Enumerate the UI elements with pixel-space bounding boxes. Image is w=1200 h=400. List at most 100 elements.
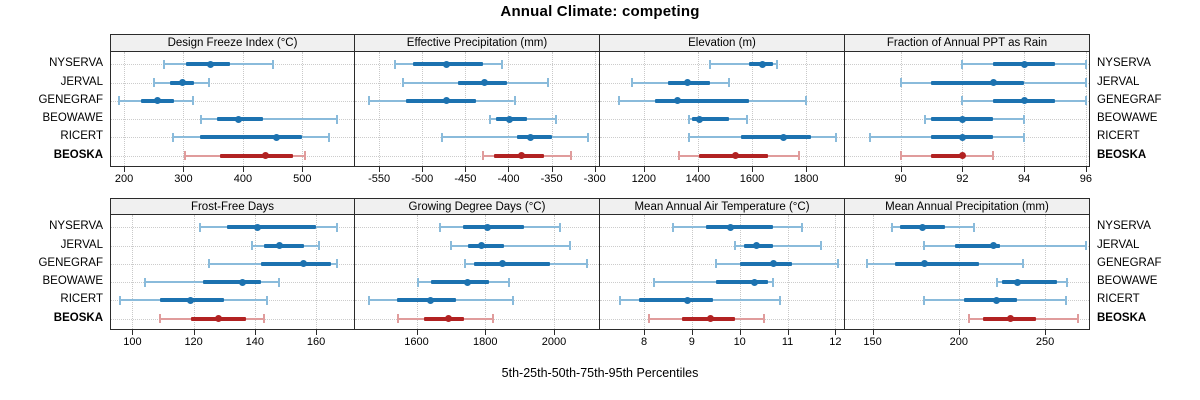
whisker-cap-left — [441, 132, 444, 142]
median-dot — [239, 278, 247, 286]
whisker-cap-left — [688, 132, 691, 142]
series-NYSERVA — [111, 52, 354, 166]
series-BEOSKA — [845, 52, 1089, 166]
median-dot — [261, 152, 269, 160]
row-label-right-JERVAL: JERVAL — [1097, 238, 1140, 251]
gridline-vertical — [551, 52, 553, 166]
median-dot — [707, 315, 715, 323]
series-GENEGRAF — [355, 52, 599, 166]
whisker-cap-right — [318, 241, 321, 250]
gridline-vertical — [1045, 215, 1047, 329]
series-BEOSKA — [600, 215, 844, 329]
panel-design-freeze-index-c — [110, 51, 355, 167]
whisker-line — [653, 281, 774, 284]
x-tick-label: 1600 — [739, 173, 765, 185]
whisker-cap-left — [198, 222, 201, 232]
row-label-left-NYSERVA: NYSERVA — [49, 220, 103, 233]
median-dot — [478, 242, 486, 249]
iqr-bar — [200, 135, 303, 140]
whisker-cap-right — [500, 59, 503, 69]
whisker-cap-right — [1021, 259, 1024, 269]
gridline-horizontal — [845, 318, 1089, 320]
iqr-bar — [931, 153, 963, 158]
median-dot — [445, 315, 453, 323]
panel-strip-fraction-of-annual-ppt-as-rain: Fraction of Annual PPT as Rain — [845, 34, 1090, 51]
series-JERVAL — [845, 52, 1089, 166]
x-tick-label: 11 — [781, 336, 794, 348]
series-BEOWAWE — [845, 215, 1089, 329]
whisker-cap-right — [1076, 314, 1079, 324]
whisker-cap-right — [586, 132, 589, 142]
series-GENEGRAF — [111, 215, 354, 329]
series-GENEGRAF — [600, 52, 844, 166]
gridline-vertical — [697, 52, 699, 166]
median-dot — [683, 296, 691, 304]
iqr-bar — [654, 98, 750, 103]
panel-strip-title: Growing Degree Days (°C) — [408, 200, 546, 213]
median-dot — [732, 152, 740, 160]
gridline-vertical — [485, 215, 487, 329]
x-tick-label: 200 — [949, 336, 968, 348]
x-tick-mark — [416, 330, 418, 335]
whisker-cap-left — [464, 259, 467, 269]
whisker-cap-right — [336, 259, 339, 269]
series-BEOWAWE — [600, 215, 844, 329]
series-JERVAL — [600, 52, 844, 166]
median-dot — [779, 133, 787, 141]
iqr-bar — [1001, 280, 1058, 285]
iqr-bar — [202, 280, 261, 285]
row-label-left-JERVAL: JERVAL — [60, 238, 103, 251]
x-tick-label: 500 — [293, 173, 312, 185]
gridline-vertical — [316, 215, 318, 329]
whisker-cap-left — [118, 96, 121, 106]
series-BEOSKA — [111, 52, 354, 166]
x-tick-mark — [553, 330, 555, 335]
median-dot — [696, 115, 704, 123]
series-BEOWAWE — [355, 215, 599, 329]
iqr-bar — [691, 117, 730, 122]
whisker-cap-right — [820, 241, 823, 250]
iqr-bar — [473, 261, 550, 266]
gridline-vertical — [379, 52, 381, 166]
median-dot — [154, 97, 162, 105]
iqr-bar — [895, 261, 980, 266]
median-dot — [1020, 97, 1028, 105]
panel-strip-mean-annual-air-temperature-c: Mean Annual Air Temperature (°C) — [600, 198, 845, 214]
iqr-bar — [260, 261, 332, 266]
x-tick-label: -300 — [583, 173, 606, 185]
median-dot — [234, 115, 242, 123]
whisker-cap-right — [728, 78, 731, 87]
x-tick-label: 120 — [184, 336, 203, 348]
series-BEOSKA — [845, 215, 1089, 329]
gridline-vertical — [508, 52, 510, 166]
x-tick-mark — [254, 330, 256, 335]
whisker-cap-left — [647, 314, 650, 324]
iqr-bar — [963, 298, 1018, 303]
series-JERVAL — [111, 52, 354, 166]
row-label-left-RICERT: RICERT — [60, 293, 103, 306]
whisker-cap-left — [250, 241, 253, 250]
series-GENEGRAF — [111, 52, 354, 166]
gridline-horizontal — [845, 282, 1089, 284]
whisker-cap-left — [619, 295, 622, 305]
x-tick-label: 160 — [306, 336, 326, 348]
median-dot — [1013, 278, 1021, 286]
row-label-right-GENEGRAF: GENEGRAF — [1097, 93, 1162, 106]
median-dot — [527, 133, 535, 141]
x-tick-label: 1800 — [793, 173, 819, 185]
median-dot — [769, 260, 777, 268]
whisker-cap-left — [961, 96, 964, 106]
whisker-cap-left — [183, 151, 186, 161]
series-GENEGRAF — [845, 52, 1089, 166]
series-RICERT — [111, 215, 354, 329]
median-dot — [1020, 60, 1028, 68]
gridline-vertical — [193, 215, 195, 329]
x-tick-label: 96 — [1079, 173, 1093, 185]
whisker-cap-right — [762, 314, 765, 324]
iqr-bar — [264, 243, 304, 248]
row-label-left-RICERT: RICERT — [60, 130, 103, 143]
gridline-vertical — [465, 52, 467, 166]
gridline-vertical — [183, 52, 185, 166]
whisker-cap-left — [995, 277, 998, 287]
series-NYSERVA — [600, 52, 844, 166]
